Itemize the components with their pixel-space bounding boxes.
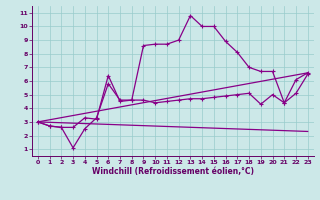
X-axis label: Windchill (Refroidissement éolien,°C): Windchill (Refroidissement éolien,°C): [92, 167, 254, 176]
